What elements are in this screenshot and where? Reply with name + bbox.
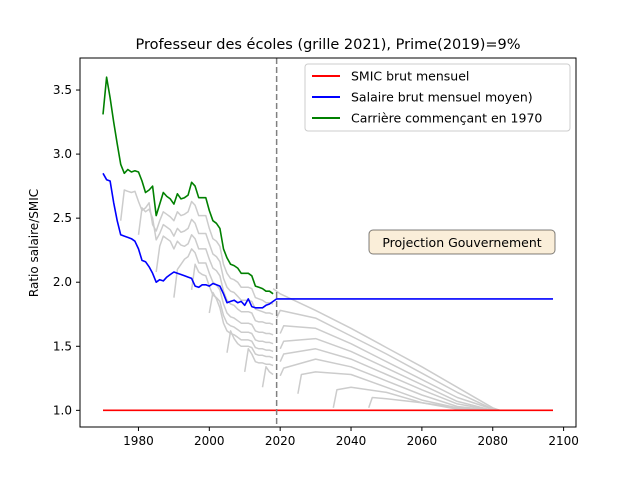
background-career-line-0 bbox=[119, 189, 274, 305]
annotation-box bbox=[368, 229, 556, 255]
background-career-line-8 bbox=[261, 366, 274, 388]
annotation: Projection Gouvernement bbox=[368, 229, 556, 255]
legend-label-salaire: Salaire brut mensuel moyen) bbox=[351, 90, 533, 105]
series-lines bbox=[102, 76, 553, 412]
background-career-line-5 bbox=[208, 291, 274, 353]
x-tick-label: 2040 bbox=[336, 434, 367, 448]
background-career-line-10 bbox=[275, 309, 500, 412]
x-axis: 1980 2000 2020 2040 2060 2080 2100 bbox=[123, 427, 579, 448]
annotation-text: Projection Gouvernement bbox=[382, 235, 541, 250]
legend-label-smic: SMIC brut mensuel bbox=[351, 69, 469, 84]
y-tick-label: 2.0 bbox=[53, 275, 72, 289]
chart-title: Professeur des écoles (grille 2021), Pri… bbox=[135, 37, 520, 53]
background-career-line-4 bbox=[190, 263, 274, 345]
x-tick-label: 2100 bbox=[548, 434, 579, 448]
salaire-moyen-line bbox=[102, 172, 553, 309]
x-tick-label: 1980 bbox=[123, 434, 154, 448]
y-tick-label: 1.5 bbox=[53, 339, 72, 353]
y-tick-label: 1.0 bbox=[53, 403, 72, 417]
background-career-line-2 bbox=[155, 234, 274, 326]
background-career-line-7 bbox=[243, 348, 274, 373]
y-tick-label: 3.5 bbox=[53, 83, 72, 97]
x-tick-label: 2060 bbox=[407, 434, 438, 448]
legend-label-carriere: Carrière commençant en 1970 bbox=[351, 111, 542, 126]
y-axis: 1.0 1.5 2.0 2.5 3.0 3.5 bbox=[53, 83, 80, 417]
background-career-line-13 bbox=[279, 348, 500, 412]
background-career-line-3 bbox=[173, 248, 274, 336]
plot-frame bbox=[79, 57, 577, 428]
legend: SMIC brut mensuel Salaire brut mensuel m… bbox=[304, 63, 571, 132]
background-career-line-11 bbox=[279, 325, 500, 412]
y-axis-label: Ratio salaire/SMIC bbox=[27, 189, 41, 297]
background-career-line-6 bbox=[226, 330, 274, 359]
x-tick-label: 2020 bbox=[265, 434, 296, 448]
y-tick-label: 3.0 bbox=[53, 147, 72, 161]
x-tick-label: 2000 bbox=[194, 434, 225, 448]
y-tick-label: 2.5 bbox=[53, 211, 72, 225]
x-tick-label: 2080 bbox=[477, 434, 508, 448]
background-career-line-12 bbox=[279, 337, 500, 412]
carriere-1970-line bbox=[102, 76, 274, 295]
background-career-line-9 bbox=[272, 287, 501, 412]
background-career-line-1 bbox=[137, 207, 274, 316]
legend-frame bbox=[304, 63, 571, 132]
